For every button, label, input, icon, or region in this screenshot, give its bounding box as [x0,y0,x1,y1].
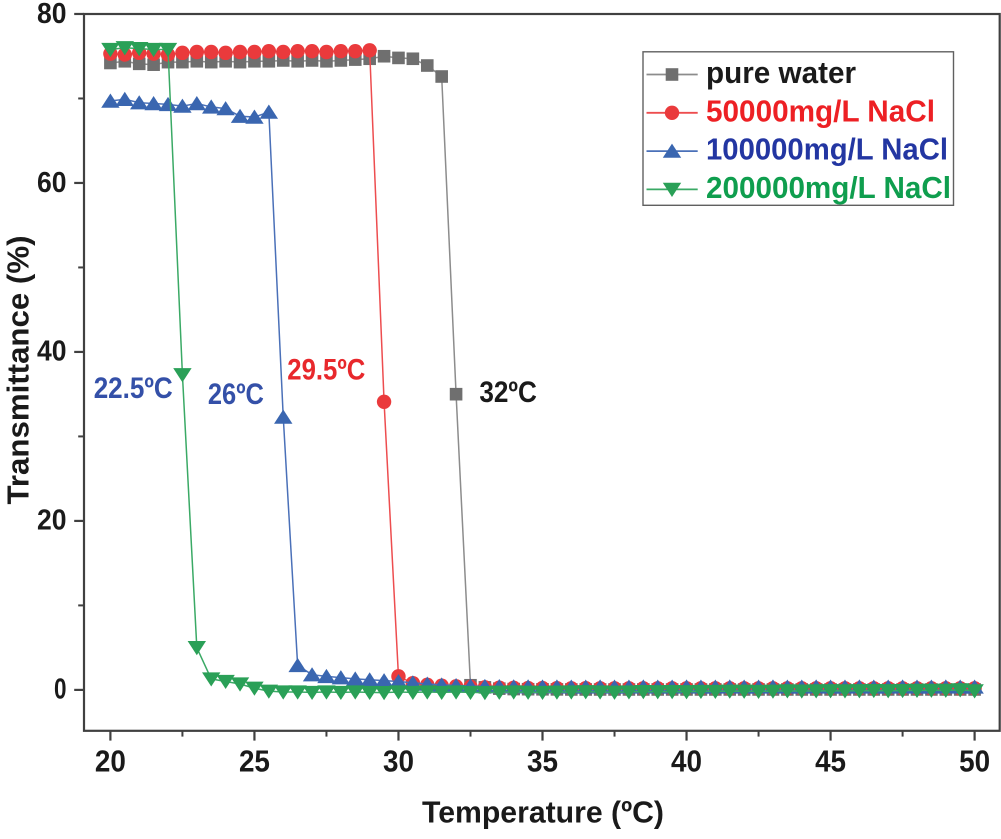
svg-text:26ºC: 26ºC [208,378,264,411]
svg-text:20: 20 [95,745,126,779]
svg-text:60: 60 [37,167,67,199]
svg-text:0: 0 [54,674,67,706]
svg-text:45: 45 [815,745,846,779]
svg-text:50000mg/L NaCl: 50000mg/L NaCl [706,93,935,128]
svg-text:20: 20 [37,505,67,537]
svg-text:Temperature (ºC): Temperature (ºC) [422,795,664,830]
svg-text:25: 25 [239,745,270,779]
svg-text:32ºC: 32ºC [479,376,537,409]
svg-text:80: 80 [37,0,67,30]
svg-text:40: 40 [37,336,67,368]
svg-text:22.5ºC: 22.5ºC [94,372,173,405]
svg-text:50: 50 [959,745,990,779]
svg-text:100000mg/L NaCl: 100000mg/L NaCl [706,132,948,167]
svg-text:35: 35 [527,745,558,779]
svg-text:29.5ºC: 29.5ºC [287,353,365,386]
svg-text:40: 40 [671,745,702,779]
svg-text:30: 30 [383,745,414,779]
svg-text:200000mg/L NaCl: 200000mg/L NaCl [706,170,951,205]
svg-text:Transmittance (%): Transmittance (%) [1,236,36,505]
svg-text:pure water: pure water [706,55,856,90]
